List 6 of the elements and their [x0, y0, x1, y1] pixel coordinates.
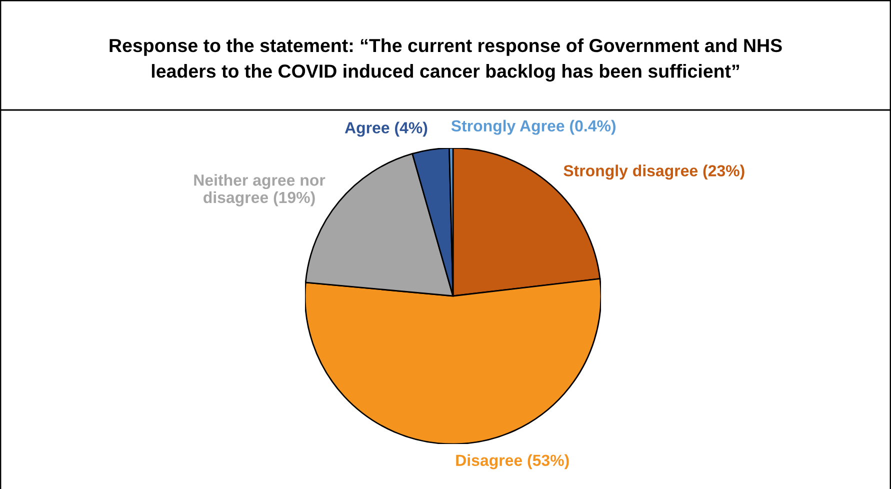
slice-label: Neither agree nor disagree (19%) [194, 174, 326, 206]
slice-label: Agree (4%) [344, 122, 428, 137]
slice-label: Disagree (53%) [456, 454, 569, 470]
slice-label: Strongly disagree (23%) [564, 164, 744, 180]
slice-label: Strongly Agree (0.4%) [451, 120, 616, 135]
chart-title: Response to the statement: “The current response of Government and NHS leaders to the COVID induced cancer backlog has been sufficient” [110, 38, 782, 82]
